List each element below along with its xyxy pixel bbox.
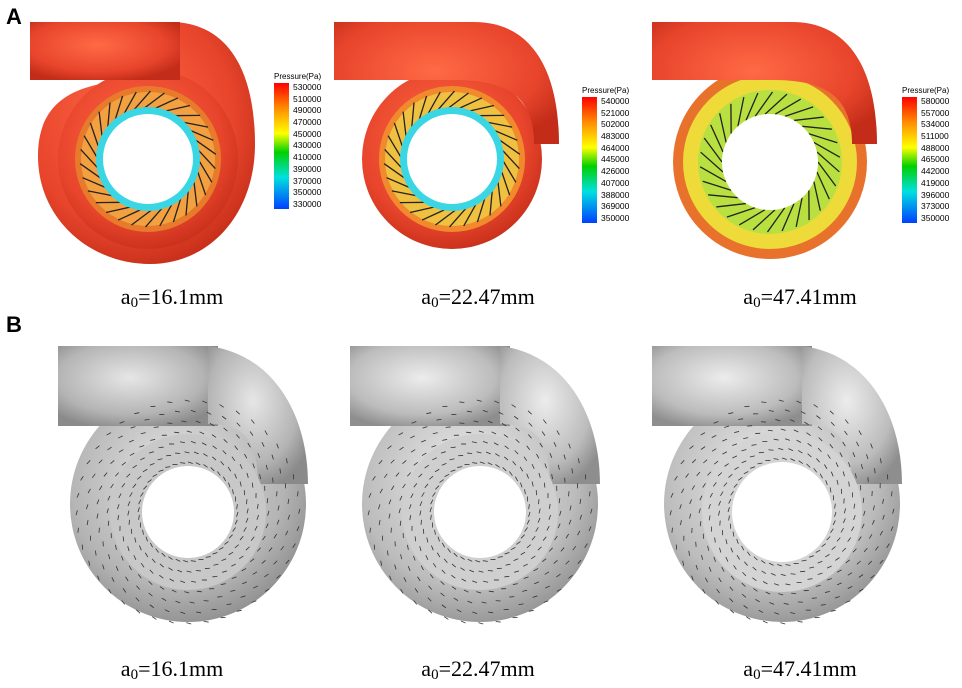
- legend-ticks: 580000 557000 534000 511000 488000 46500…: [921, 97, 949, 223]
- caption-a-1: a0=16.1mm: [120, 284, 224, 311]
- legend-title: Pressure(Pa): [902, 86, 950, 95]
- legend-tick: 490000: [293, 105, 322, 116]
- pressure-contour-image-2: [334, 14, 574, 279]
- legend-tick: 557000: [921, 107, 950, 118]
- caption-a-2: a0=22.47mm: [421, 284, 535, 311]
- pressure-contour-image-1: [30, 14, 270, 279]
- impeller-blades: [383, 90, 521, 228]
- legend-tick: 580000: [921, 96, 950, 106]
- legend-tick: 442000: [921, 166, 950, 177]
- legend-tick: 330000: [293, 198, 322, 209]
- legend-title: Pressure(Pa): [274, 72, 322, 81]
- legend-color-bar: [274, 83, 289, 209]
- legend-tick: 530000: [293, 82, 322, 92]
- pressure-legend-3: Pressure(Pa) 580000 557000 534000 511000…: [902, 86, 949, 223]
- panel-label-a: A: [6, 4, 22, 29]
- caption-b-2: a0=22.47mm: [421, 656, 535, 683]
- pressure-contour-image-3: [652, 14, 892, 279]
- legend-color-bar: [902, 97, 917, 223]
- legend-tick: 464000: [601, 142, 630, 153]
- legend-title: Pressure(Pa): [582, 86, 630, 95]
- velocity-vectors: [669, 399, 895, 625]
- legend-tick: 410000: [293, 152, 322, 163]
- legend-tick: 470000: [293, 117, 322, 128]
- legend-tick: 534000: [921, 119, 950, 130]
- caption-a-3: a0=47.41mm: [743, 284, 857, 311]
- legend-tick: 511000: [921, 131, 949, 142]
- pressure-legend-1: Pressure(Pa) 530000 510000 490000 470000…: [274, 72, 321, 209]
- legend-tick: 350000: [293, 187, 322, 198]
- legend-tick: 502000: [601, 119, 630, 130]
- legend-tick: 369000: [601, 201, 630, 212]
- legend-tick: 373000: [921, 201, 950, 212]
- legend-tick: 407000: [601, 177, 630, 188]
- pressure-legend-2: Pressure(Pa) 540000 521000 502000 483000…: [582, 86, 629, 223]
- legend-tick: 430000: [293, 140, 322, 151]
- caption-b-3: a0=47.41mm: [743, 656, 857, 683]
- legend-tick: 483000: [601, 131, 630, 142]
- legend-tick: 370000: [293, 175, 322, 186]
- legend-ticks: 530000 510000 490000 470000 450000 43000…: [293, 83, 321, 209]
- legend-tick: 426000: [601, 166, 630, 177]
- velocity-vector-image-3: [652, 344, 917, 629]
- legend-tick: 396000: [921, 189, 950, 200]
- legend-tick: 445000: [601, 154, 630, 165]
- impeller-blades: [699, 91, 841, 233]
- legend-tick: 350000: [601, 212, 630, 223]
- velocity-vector-image-1: [58, 344, 323, 629]
- legend-tick: 510000: [293, 93, 322, 104]
- legend-tick: 488000: [921, 142, 950, 153]
- legend-tick: 390000: [293, 163, 322, 174]
- velocity-vectors: [367, 399, 593, 625]
- legend-color-bar: [582, 97, 597, 223]
- caption-b-1: a0=16.1mm: [120, 656, 224, 683]
- legend-tick: 419000: [921, 177, 950, 188]
- legend-tick: 388000: [601, 189, 630, 200]
- legend-tick: 521000: [601, 107, 630, 118]
- legend-ticks: 540000 521000 502000 483000 464000 44500…: [601, 97, 629, 223]
- legend-tick: 465000: [921, 154, 950, 165]
- legend-tick: 540000: [601, 96, 630, 106]
- panel-label-b: B: [6, 312, 22, 337]
- velocity-vectors: [75, 399, 301, 625]
- legend-tick: 450000: [293, 128, 322, 139]
- legend-tick: 350000: [921, 212, 950, 223]
- impeller-blades: [79, 90, 217, 228]
- velocity-vector-image-2: [350, 344, 615, 629]
